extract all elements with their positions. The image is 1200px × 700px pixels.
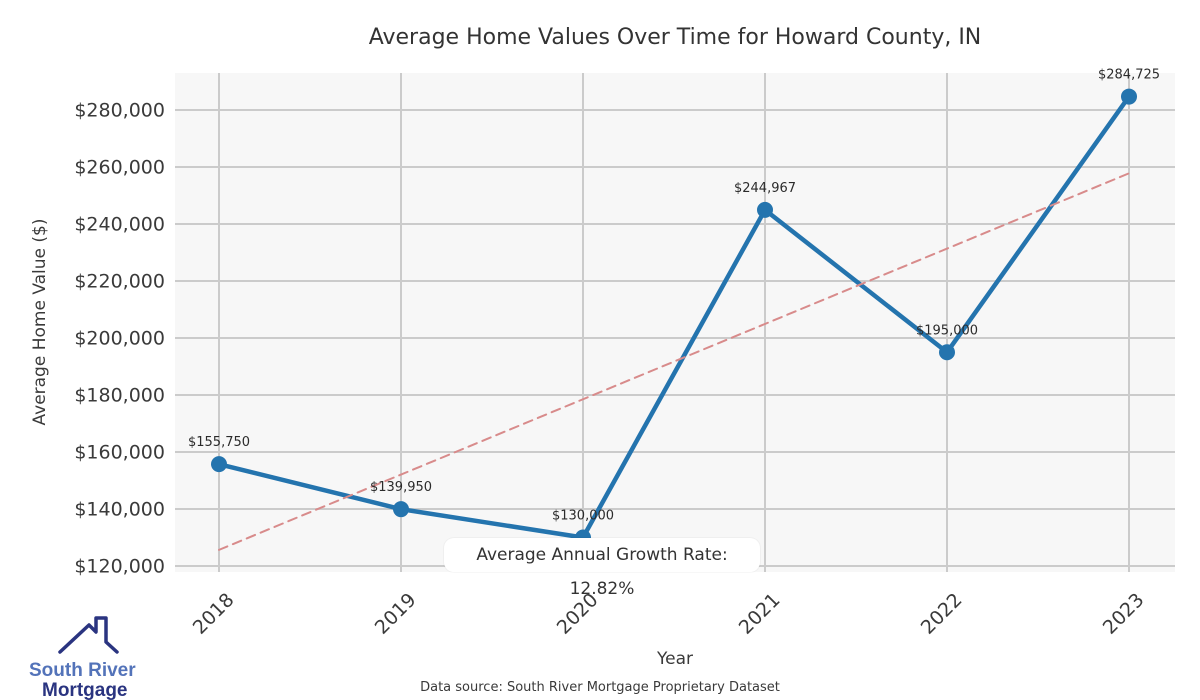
point-value-label: $139,950 — [370, 480, 432, 495]
y-tick-label: $280,000 — [74, 100, 165, 122]
y-tick-label: $140,000 — [74, 499, 165, 521]
x-tick-label: 2018 — [189, 589, 239, 639]
y-tick-label: $200,000 — [74, 328, 165, 350]
home-value-line — [216, 94, 1132, 540]
point-value-label: $284,725 — [1098, 68, 1160, 83]
logo-line2: Mortgage — [42, 680, 128, 700]
point-value-label: $195,000 — [916, 323, 978, 338]
company-logo: South River Mortgage — [29, 616, 136, 700]
data-point-marker — [757, 201, 773, 218]
y-tick-label: $180,000 — [74, 385, 165, 407]
house-roof-icon — [58, 616, 119, 654]
y-tick-label: $220,000 — [74, 271, 165, 293]
growth-rate-annotation: Average Annual Growth Rate: 12.82% — [444, 538, 760, 599]
y-tick-label: $160,000 — [74, 442, 165, 464]
x-axis-label: Year — [657, 649, 693, 669]
data-point-marker — [393, 501, 409, 518]
data-point-marker — [211, 456, 227, 473]
data-point-marker — [1121, 88, 1137, 105]
data-point-marker — [939, 344, 955, 361]
y-tick-label: $260,000 — [74, 157, 165, 179]
plot-area — [175, 73, 1175, 572]
x-tick-label: 2019 — [371, 589, 421, 639]
x-tick-label: 2023 — [1099, 589, 1149, 639]
point-value-label: $130,000 — [552, 509, 614, 524]
point-value-label: $155,750 — [188, 435, 250, 450]
trend-line — [218, 172, 1130, 551]
logo-line1: South River — [29, 660, 136, 681]
y-tick-label: $120,000 — [74, 556, 165, 578]
x-tick-label: 2022 — [917, 589, 967, 639]
y-tick-label: $240,000 — [74, 214, 165, 236]
x-tick-label: 2021 — [735, 589, 785, 639]
data-source-caption: Data source: South River Mortgage Propri… — [420, 680, 780, 695]
y-axis-label: Average Home Value ($) — [30, 218, 50, 426]
point-value-label: $244,967 — [734, 181, 796, 196]
chart-title: Average Home Values Over Time for Howard… — [368, 25, 982, 50]
